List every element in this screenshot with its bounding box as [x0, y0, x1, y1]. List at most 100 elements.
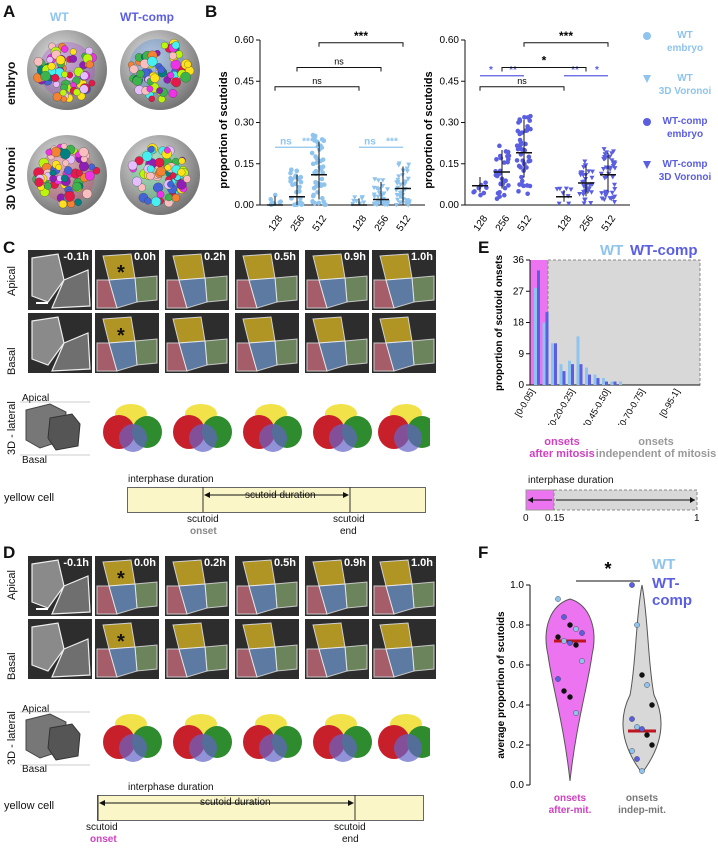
cell-outlines [372, 313, 436, 373]
micrograph-tile [372, 313, 436, 373]
cell-patch [72, 181, 82, 192]
time-label: 0.0h [133, 251, 156, 263]
cell-patch [136, 69, 145, 78]
panel-a-col-wtcomp: WT-comp [120, 10, 174, 24]
panel-e-scale-015: 0.15 [545, 513, 565, 524]
panel-b-xtick-label: 256 [494, 213, 513, 233]
cell-patch [79, 161, 89, 172]
cell-patch [141, 151, 153, 162]
panel-b-ylabel: proportion of scutoids [423, 71, 435, 188]
panel-b-point [483, 180, 488, 185]
panel-e-bar-wtcomp [579, 364, 583, 385]
cell-outlines [28, 619, 92, 679]
panel-b-point [316, 200, 322, 206]
time-label: -0.1h [63, 557, 89, 569]
render-3d-gray [47, 413, 81, 451]
cell-outlines [28, 556, 92, 616]
panel-b-point [560, 191, 566, 196]
micrograph-tile: 0.2h [165, 250, 229, 310]
panel-d-interphase-bar [97, 795, 424, 821]
panel-b-point [406, 162, 412, 168]
render-3d-blue [189, 734, 217, 762]
panel-b-xtick-label: 128 [267, 213, 286, 233]
micrograph-tile [372, 619, 436, 679]
cell-patch [154, 157, 165, 168]
panel-b-point [272, 192, 278, 198]
panel-b-point [609, 190, 615, 196]
panel-b-point [478, 192, 483, 198]
cell-outlines [372, 556, 436, 616]
cell-patch [146, 171, 155, 181]
panel-f-ylabel: average proportion of scutoids [496, 611, 507, 759]
panel-e-xtick-label: [0-95-1] [658, 387, 682, 419]
cell-patch [59, 148, 71, 160]
panel-b-point [566, 201, 572, 207]
mitosis-star-icon: * [117, 262, 125, 284]
panel-b-point [371, 185, 377, 191]
panel-b-point [404, 166, 410, 171]
cell-patch [46, 56, 54, 64]
panel-b-sig-small: *** [386, 136, 398, 147]
cell-patch [61, 71, 68, 78]
panel-b-ytick-label: 0.45 [235, 76, 255, 87]
cell-patch [167, 71, 175, 79]
panel-f-point [639, 672, 645, 678]
panel-b-point [580, 192, 586, 197]
cell-patch [53, 80, 60, 88]
panel-a-spheres [27, 30, 200, 215]
panel-b-point [310, 199, 315, 204]
panel-e-indep-label: onsets independent of mitosis [595, 436, 717, 460]
panel-b-bracket [501, 67, 587, 72]
panel-c-interphase-bar [127, 487, 426, 513]
panel-b-point [602, 152, 608, 157]
panel-e-ylabel: proportion of scutoid onsets [494, 255, 505, 391]
panel-b-point [600, 167, 606, 172]
panel-b-xtick-label: 256 [578, 213, 597, 233]
panel-b-point [396, 174, 402, 179]
cell-patch [62, 159, 70, 167]
panel-c-onset1: scutoid [187, 514, 219, 525]
micrograph-tile: 1.0h [372, 250, 436, 310]
render-3d-blue [394, 424, 422, 452]
panel-e-indep-line2: independent of mitosis [595, 448, 717, 460]
panel-b-bracket [296, 67, 382, 72]
panel-b-xtick-label: 256 [373, 213, 392, 233]
panel-a-label: A [3, 2, 16, 21]
panel-b-ytick-label: 0.30 [440, 118, 460, 129]
cell-patch [76, 169, 83, 177]
panel-f-point [573, 626, 579, 632]
micrograph-tile [305, 313, 369, 373]
cell-patch [157, 65, 166, 74]
panel-b-xtick-label: 128 [556, 213, 575, 233]
panel-b-point [406, 200, 412, 206]
cell-outlines [305, 250, 369, 310]
panel-e-bar-wt [593, 374, 597, 385]
time-label: 0.5h [273, 251, 296, 263]
panel-c-end1: scutoid [333, 514, 365, 525]
panel-b-point [277, 200, 283, 205]
cell-patch [45, 148, 53, 156]
cell-outlines [305, 556, 369, 616]
panel-b-point [405, 176, 411, 182]
panel-b-point [519, 147, 525, 152]
panel-b-point [403, 179, 409, 184]
panel-f-ytick-label: 0.8 [510, 620, 524, 631]
panel-b-bracket [479, 86, 565, 91]
panel-b-point [321, 182, 327, 187]
panel-d-end2: end [342, 834, 359, 845]
panel-f-point [561, 638, 567, 644]
panel-f-point [555, 596, 561, 602]
cell-patch [176, 179, 187, 190]
panel-b-point [522, 114, 527, 120]
panel-d-scutoid-duration: scutoid duration [200, 797, 271, 808]
cell-patch [47, 62, 56, 71]
panel-b-ytick-label: 0.00 [440, 200, 460, 211]
panel-b-point [288, 170, 293, 176]
panel-b-point [288, 175, 293, 181]
panel-b-point [612, 194, 618, 200]
panel-e-ytick-label: 36 [513, 255, 525, 266]
panel-f-point [561, 688, 567, 694]
panel-b-legend-line2: embryo [667, 43, 703, 54]
panel-d-onset1: scutoid [86, 822, 118, 833]
panel-b-point [314, 156, 320, 161]
